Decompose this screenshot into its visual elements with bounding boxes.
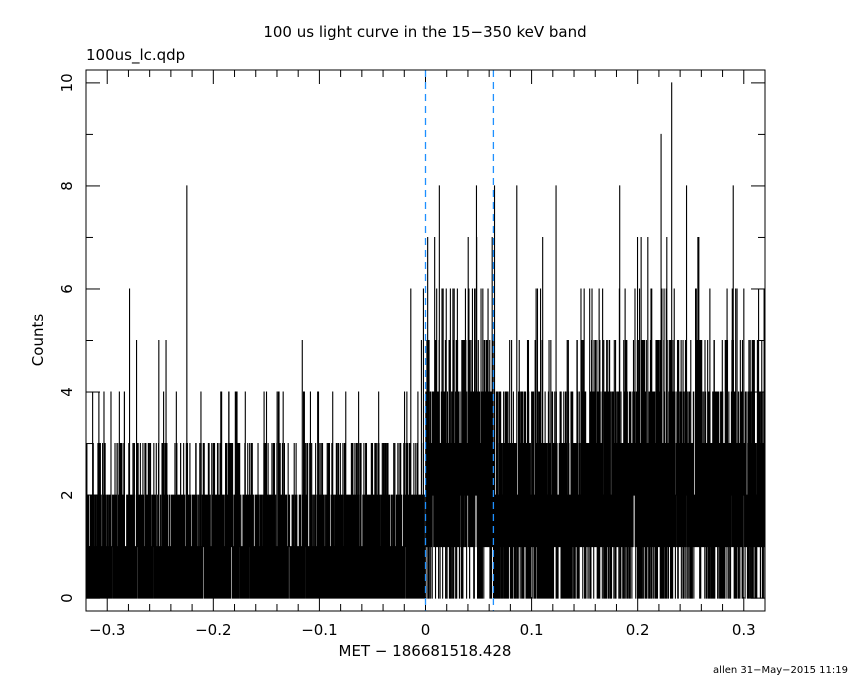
y-tick-label: 8 bbox=[58, 181, 76, 191]
x-tick-label: 0.2 bbox=[626, 621, 650, 639]
chart-title: 100 us light curve in the 15−350 keV ban… bbox=[263, 23, 586, 41]
x-tick-label: −0.3 bbox=[89, 621, 125, 639]
light-curve-series bbox=[85, 82, 766, 599]
y-tick-label: 2 bbox=[58, 490, 76, 500]
y-tick-label: 6 bbox=[58, 284, 76, 294]
x-tick-label: −0.2 bbox=[195, 621, 231, 639]
y-tick-label: 0 bbox=[58, 593, 76, 603]
plot-area bbox=[85, 82, 766, 599]
footer-stamp: allen 31−May−2015 11:19 bbox=[713, 665, 848, 676]
x-tick-label: 0.1 bbox=[520, 621, 544, 639]
x-axis-label: MET − 186681518.428 bbox=[339, 642, 512, 660]
y-tick-label: 10 bbox=[58, 73, 76, 92]
x-tick-label: 0 bbox=[421, 621, 431, 639]
y-axis-ticks: 0 2 4 6 8 10 bbox=[58, 73, 765, 603]
plot-frame bbox=[85, 69, 766, 612]
chart-subtitle: 100us_lc.qdp bbox=[86, 46, 185, 65]
y-axis-label: Counts bbox=[29, 314, 47, 367]
y-tick-label: 4 bbox=[58, 387, 76, 397]
dashed-markers bbox=[424, 70, 495, 611]
x-tick-label: 0.3 bbox=[732, 621, 756, 639]
x-tick-label: −0.1 bbox=[301, 621, 337, 639]
